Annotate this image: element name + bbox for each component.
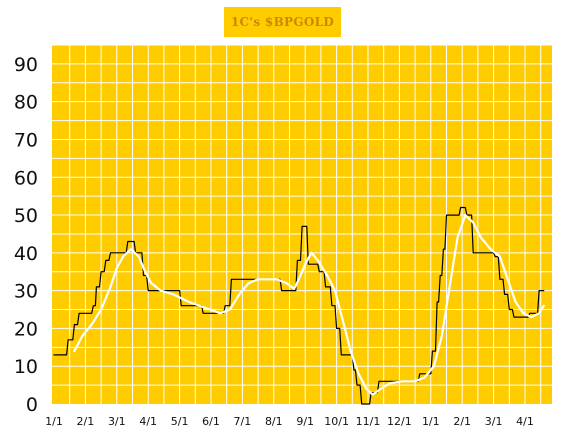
y-tick-label: 90 [14, 54, 38, 76]
y-tick-label: 60 [14, 167, 38, 189]
x-tick-label: 7/1 [234, 415, 252, 428]
x-tick-label: 2/1 [77, 415, 95, 428]
y-tick-label: 20 [14, 318, 38, 340]
x-tick-label: 2/1 [453, 415, 471, 428]
x-tick-label: 10/1 [324, 415, 349, 428]
y-tick-label: 80 [14, 92, 38, 114]
x-tick-label: 9/1 [296, 415, 314, 428]
y-tick-label: 30 [14, 281, 38, 303]
y-tick-label: 50 [14, 205, 38, 227]
x-tick-label: 12/1 [387, 415, 412, 428]
chart-title-box: 1C's $BPGOLD [224, 7, 341, 37]
y-tick-label: 40 [14, 243, 38, 265]
x-tick-label: 1/1 [45, 415, 63, 428]
chart-title: 1C's $BPGOLD [230, 15, 335, 29]
y-tick-label: 0 [26, 394, 38, 416]
x-tick-label: 3/1 [485, 415, 503, 428]
x-tick-label: 6/1 [202, 415, 220, 428]
series-layer [53, 206, 545, 405]
y-tick-label: 10 [14, 356, 38, 378]
x-tick-label: 5/1 [171, 415, 189, 428]
x-tick-label: 3/1 [108, 415, 126, 428]
x-tick-label: 8/1 [265, 415, 283, 428]
x-tick-label: 4/1 [139, 415, 157, 428]
x-axis-ticks: 1/1 2/1 3/1 4/1 5/1 6/1 7/1 8/1 9/1 10/1 11/1 12/1 1… [45, 415, 534, 428]
x-tick-label: 11/1 [356, 415, 381, 428]
y-axis-ticks: 0 10 20 30 40 50 60 70 80 90 [14, 54, 38, 416]
plot-area [52, 45, 552, 404]
x-tick-label: 1/1 [422, 415, 440, 428]
moving-average-line [73, 214, 545, 396]
y-tick-label: 70 [14, 129, 38, 151]
x-tick-label: 4/1 [516, 415, 534, 428]
